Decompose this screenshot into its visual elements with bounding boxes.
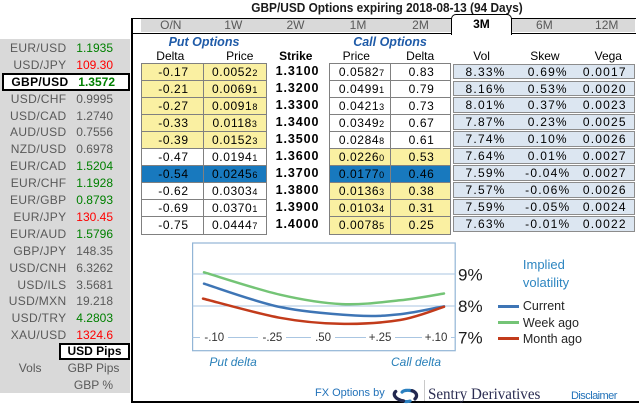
svg-text:7%: 7% [458, 329, 483, 348]
svg-text:+.25: +.25 [369, 332, 392, 344]
svg-text:8%: 8% [458, 297, 483, 316]
svg-text:-.10: -.10 [204, 332, 224, 344]
svg-text:9%: 9% [458, 266, 483, 285]
svg-text:-.25: -.25 [262, 332, 282, 344]
svg-text:+.10: +.10 [425, 332, 448, 344]
svg-text:.50: .50 [315, 332, 331, 344]
